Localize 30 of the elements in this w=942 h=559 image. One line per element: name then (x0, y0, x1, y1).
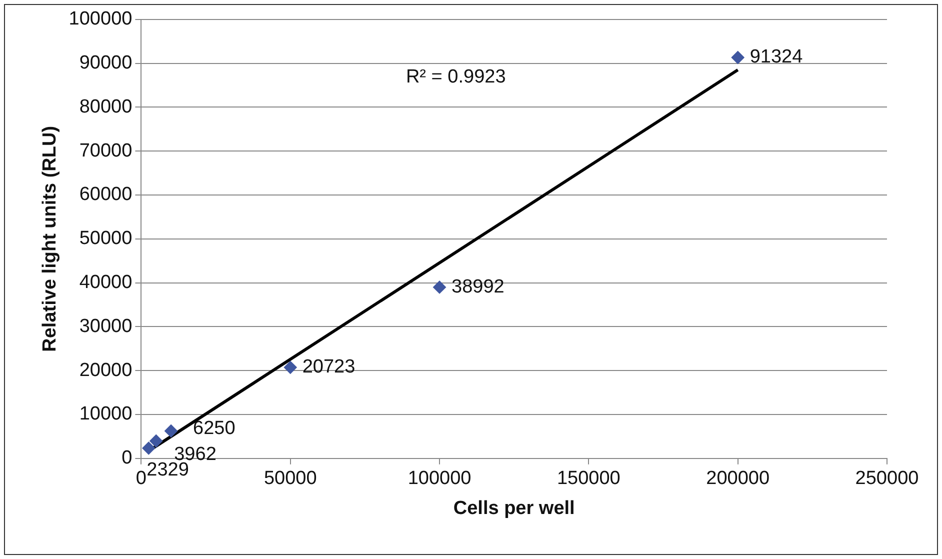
x-tick-label: 200000 (706, 468, 770, 490)
y-tick-label: 0 (122, 448, 132, 469)
data-label: 6250 (193, 418, 236, 440)
y-tick-label: 20000 (79, 360, 132, 381)
x-tick-label: 100000 (408, 468, 472, 490)
y-tick-label: 90000 (79, 52, 132, 74)
point (142, 442, 156, 455)
point (150, 434, 163, 448)
annotation: R² = 0.9923 (406, 66, 506, 88)
y-tick-label: 10000 (79, 404, 132, 425)
y-tick-label: 80000 (79, 96, 132, 118)
x-tick-label: 0 (136, 468, 146, 490)
x-tick-label: 150000 (556, 468, 620, 490)
y-tick-label: 30000 (79, 316, 132, 337)
data-label: 91324 (750, 46, 804, 68)
data-label: 38992 (452, 276, 504, 298)
data-label: 20723 (302, 356, 356, 378)
x-tick-label: 50000 (264, 468, 317, 490)
point (731, 50, 744, 64)
x-tick-label: 250000 (855, 468, 919, 490)
y-tick-label: 50000 (79, 228, 132, 250)
point (433, 280, 446, 294)
point (164, 424, 178, 438)
y-tick-label: 70000 (79, 140, 132, 162)
y-tick-label: 60000 (79, 184, 132, 206)
y-tick-label: 40000 (79, 272, 132, 294)
x-axis-title: Cells per well (453, 498, 575, 519)
y-axis-title: Relative light units (RLU) (40, 126, 61, 352)
y-tick-label: 100000 (68, 8, 132, 30)
point (284, 360, 297, 374)
